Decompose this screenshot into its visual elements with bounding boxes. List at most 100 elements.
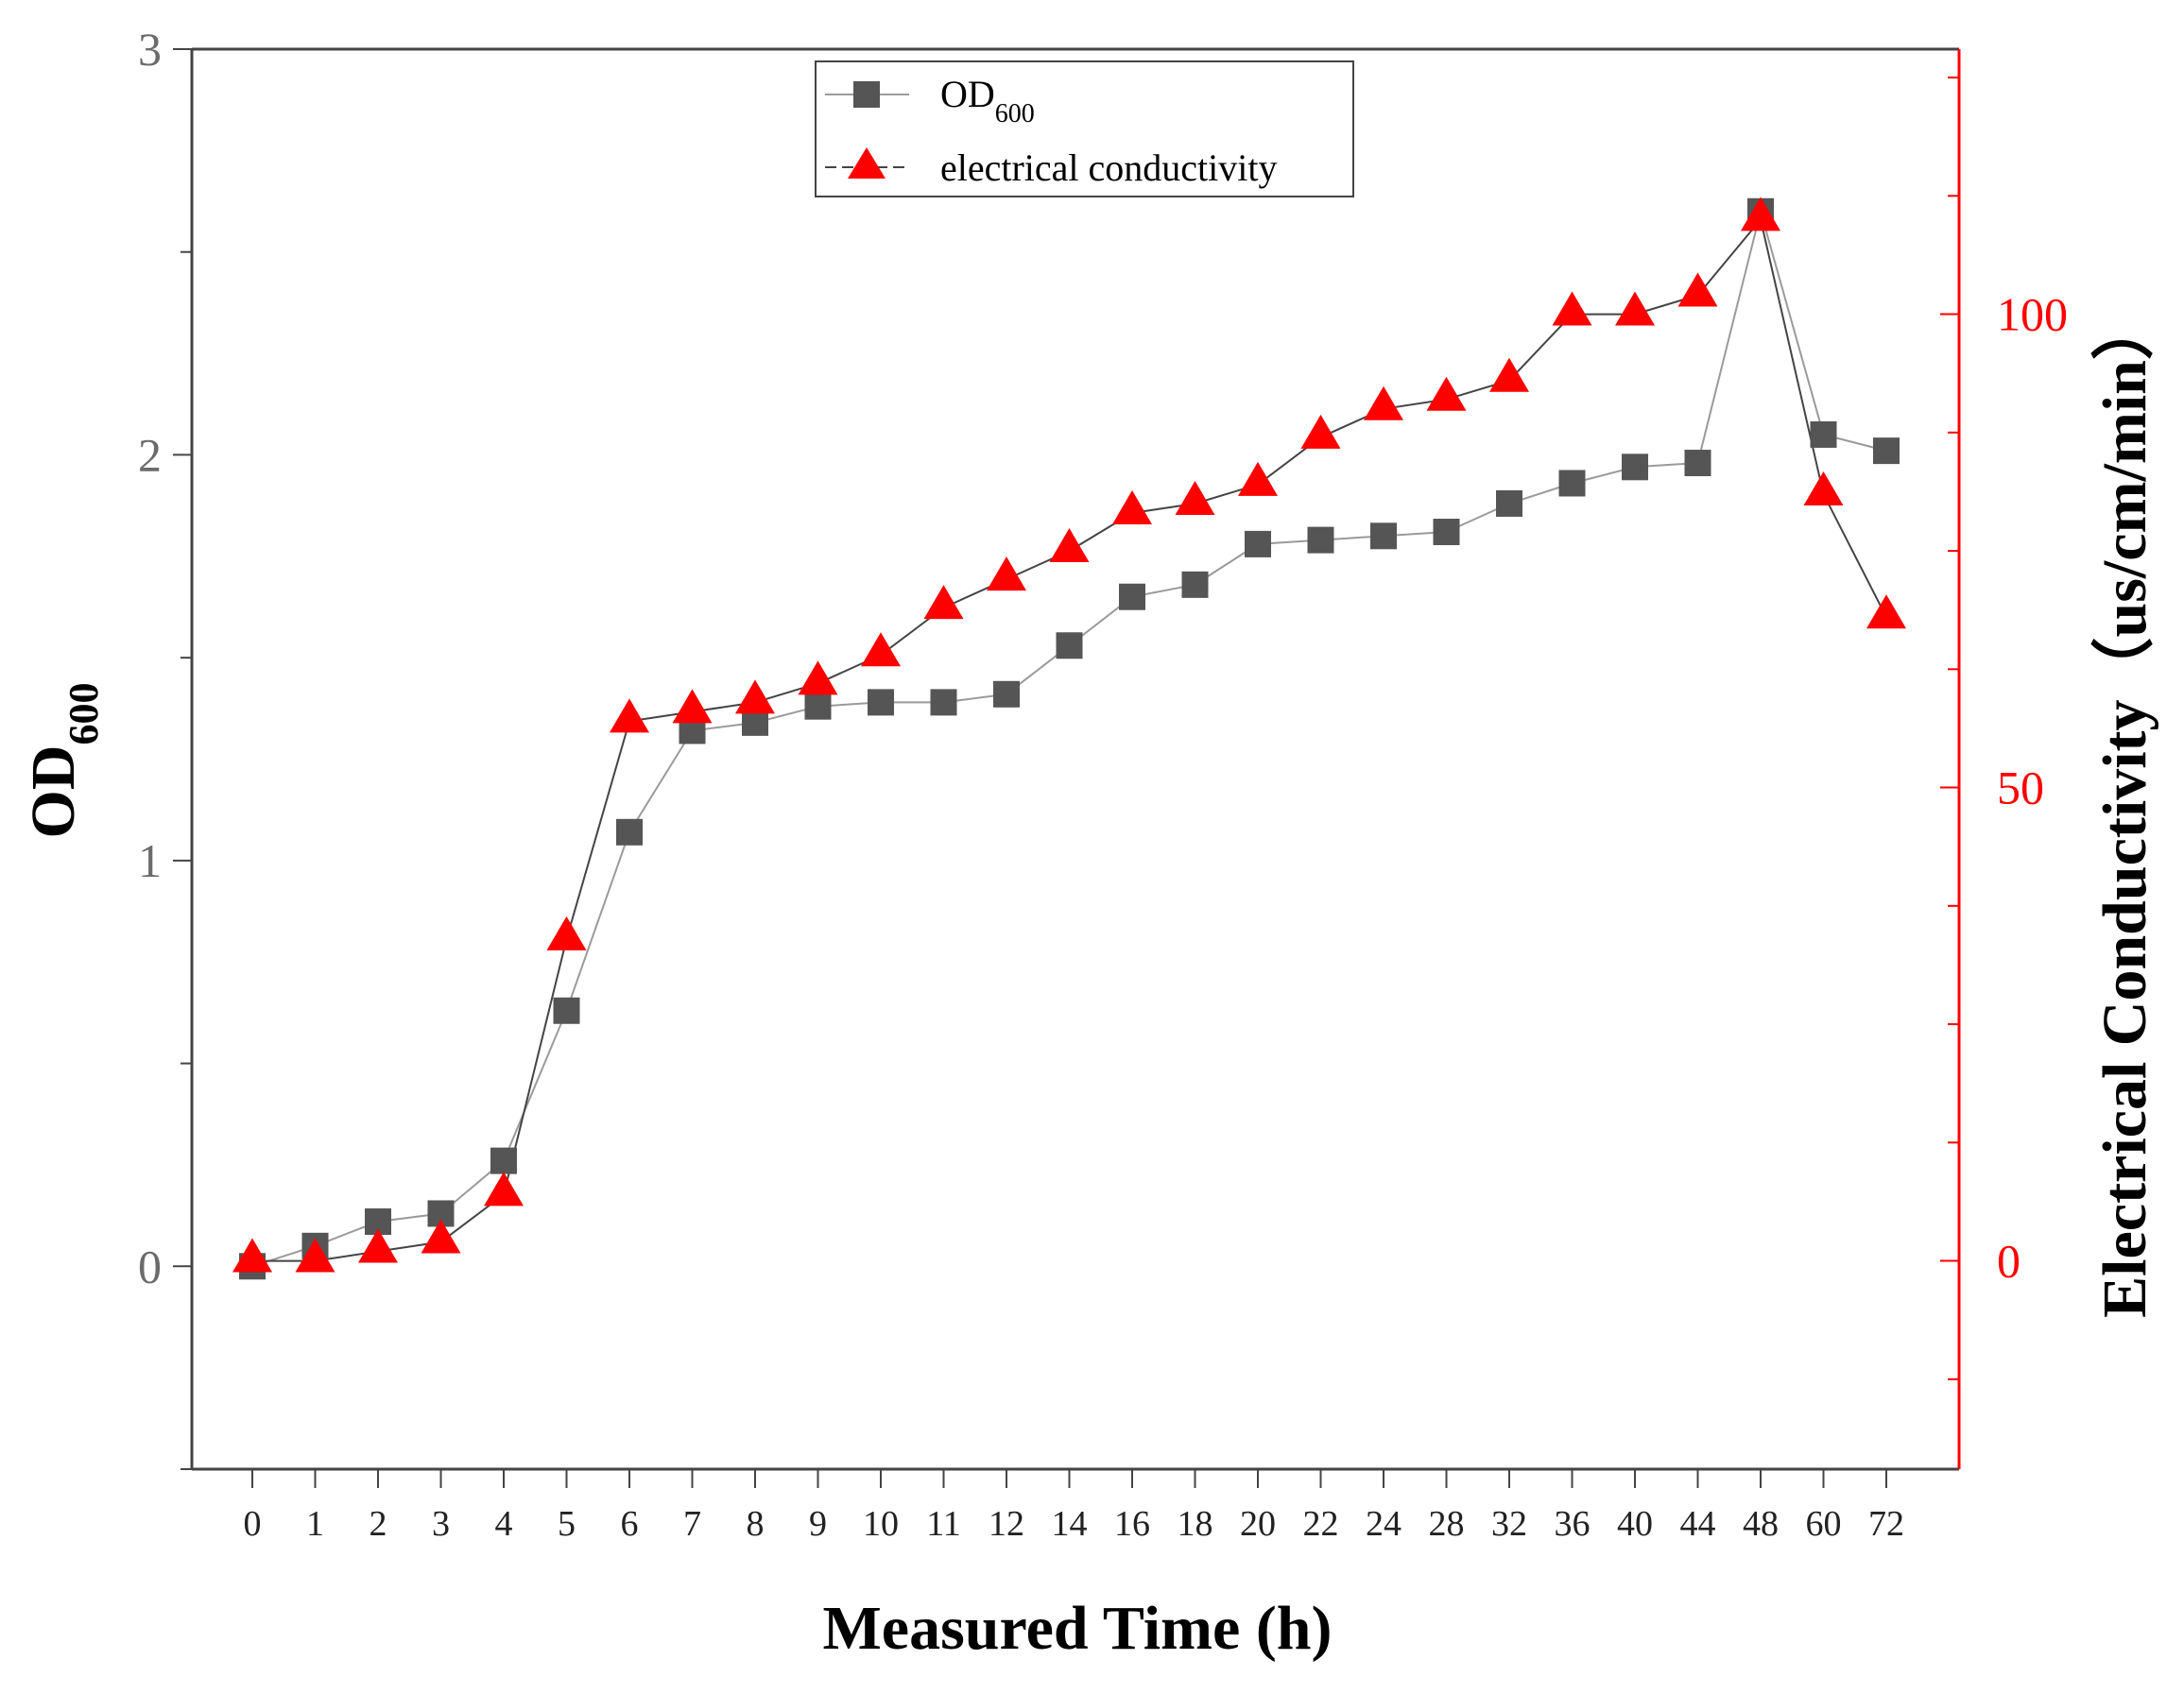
y2-axis-title: Electrical Conductivity（us/cm/min） <box>2089 298 2159 1318</box>
x-tick-label: 2 <box>370 1504 387 1544</box>
legend-ec-label: electrical conductivity <box>940 146 1278 189</box>
od-point <box>1370 522 1397 550</box>
x-tick-label: 7 <box>683 1504 701 1544</box>
x-tick-label: 9 <box>809 1504 827 1544</box>
ec-point <box>1238 461 1278 496</box>
ec-point <box>735 679 775 714</box>
x-tick-label: 11 <box>926 1504 961 1544</box>
x-tick-label: 48 <box>1743 1504 1779 1544</box>
y-axis-title: OD600 <box>19 683 107 839</box>
ec-point <box>1300 414 1341 449</box>
od-point <box>1622 453 1648 481</box>
left-tick-label: 2 <box>138 428 162 481</box>
ec-point <box>232 1238 272 1273</box>
od-point <box>930 689 957 716</box>
x-tick-label: 18 <box>1178 1504 1213 1544</box>
od-point <box>1873 437 1900 465</box>
right-tick-label: 50 <box>1997 761 2044 814</box>
left-tick-label: 1 <box>138 834 162 887</box>
ec-point <box>1866 594 1906 629</box>
ec-point <box>1112 489 1152 524</box>
ec-point <box>546 915 587 950</box>
legend: OD600 electrical conductivity <box>815 60 1354 197</box>
lines-layer <box>251 207 1887 1268</box>
ec-point <box>923 585 964 620</box>
od-point <box>868 689 894 716</box>
ec-point <box>1175 480 1215 515</box>
od-point <box>1558 470 1586 497</box>
ec-point <box>1552 291 1592 326</box>
od-point <box>1496 489 1522 517</box>
od-point <box>1181 571 1209 598</box>
x-tick-label: 24 <box>1366 1504 1402 1544</box>
x-tick-label: 16 <box>1114 1504 1150 1544</box>
legend-box <box>815 60 1354 197</box>
legend-od-marker <box>853 81 880 108</box>
x-tick-label: 28 <box>1429 1504 1465 1544</box>
x-tick-label: 5 <box>558 1504 576 1544</box>
right-tick-label: 0 <box>1997 1235 2021 1288</box>
od-point <box>1684 450 1711 477</box>
od-point <box>1245 530 1271 557</box>
od-point <box>1119 583 1145 610</box>
x-tick-label: 4 <box>495 1504 513 1544</box>
left-tick-label: 3 <box>138 23 162 76</box>
od-point <box>993 680 1020 708</box>
y-axis-title-sub: 600 <box>60 683 107 745</box>
ec-point <box>421 1219 461 1254</box>
x-tick-label: 22 <box>1303 1504 1339 1544</box>
ec-point <box>1741 197 1780 231</box>
ec-point <box>861 632 901 667</box>
legend-od-label-sub: 600 <box>995 99 1035 128</box>
x-tick-label: 36 <box>1555 1504 1591 1544</box>
ec-point <box>1364 385 1403 420</box>
od-point <box>1810 420 1837 448</box>
x-tick-label: 14 <box>1052 1504 1088 1544</box>
x-tick-label: 0 <box>244 1504 262 1544</box>
x-tick-label: 1 <box>306 1504 324 1544</box>
x-tick-label: 44 <box>1680 1504 1716 1544</box>
ec-point <box>484 1172 524 1206</box>
x-tick-label: 40 <box>1617 1504 1653 1544</box>
od-point <box>1433 519 1460 546</box>
ec-point <box>987 556 1026 591</box>
y-axis-title-main: OD <box>19 745 88 839</box>
series-line-0 <box>251 207 1887 1268</box>
ec-point <box>1049 528 1090 563</box>
x-tick-label: 12 <box>989 1504 1024 1544</box>
ec-point <box>1489 357 1529 392</box>
x-tick-label: 10 <box>863 1504 899 1544</box>
od-point <box>490 1147 517 1174</box>
od-point <box>1056 632 1083 659</box>
markers-layer <box>232 197 1906 1280</box>
ec-point <box>1426 376 1467 411</box>
x-tick-label: 32 <box>1491 1504 1527 1544</box>
x-axis-title: Measured Time (h) <box>823 1594 1333 1663</box>
x-tick-label: 72 <box>1868 1504 1904 1544</box>
x-tick-label: 20 <box>1240 1504 1276 1544</box>
x-tick-label: 3 <box>432 1504 450 1544</box>
legend-od-label-main: OD <box>940 73 995 115</box>
ec-point <box>798 660 838 695</box>
left-tick-label: 0 <box>138 1240 162 1292</box>
x-tick-label: 6 <box>621 1504 639 1544</box>
legend-od-label: OD600 <box>940 73 1035 128</box>
od-point <box>553 997 580 1024</box>
series-line-1 <box>252 217 1887 1262</box>
od-point <box>616 818 643 846</box>
right-tick-label: 100 <box>1997 288 2068 341</box>
legend-ec-marker <box>848 147 886 179</box>
ec-point <box>1677 272 1718 307</box>
x-tick-label: 8 <box>747 1504 765 1544</box>
ec-point <box>358 1228 398 1263</box>
ec-point <box>672 689 713 724</box>
ec-point <box>295 1238 335 1273</box>
x-tick-label: 60 <box>1806 1504 1842 1544</box>
od-point <box>742 709 768 736</box>
od-point <box>804 693 832 720</box>
od-point <box>1307 526 1334 554</box>
ec-point <box>610 698 649 733</box>
